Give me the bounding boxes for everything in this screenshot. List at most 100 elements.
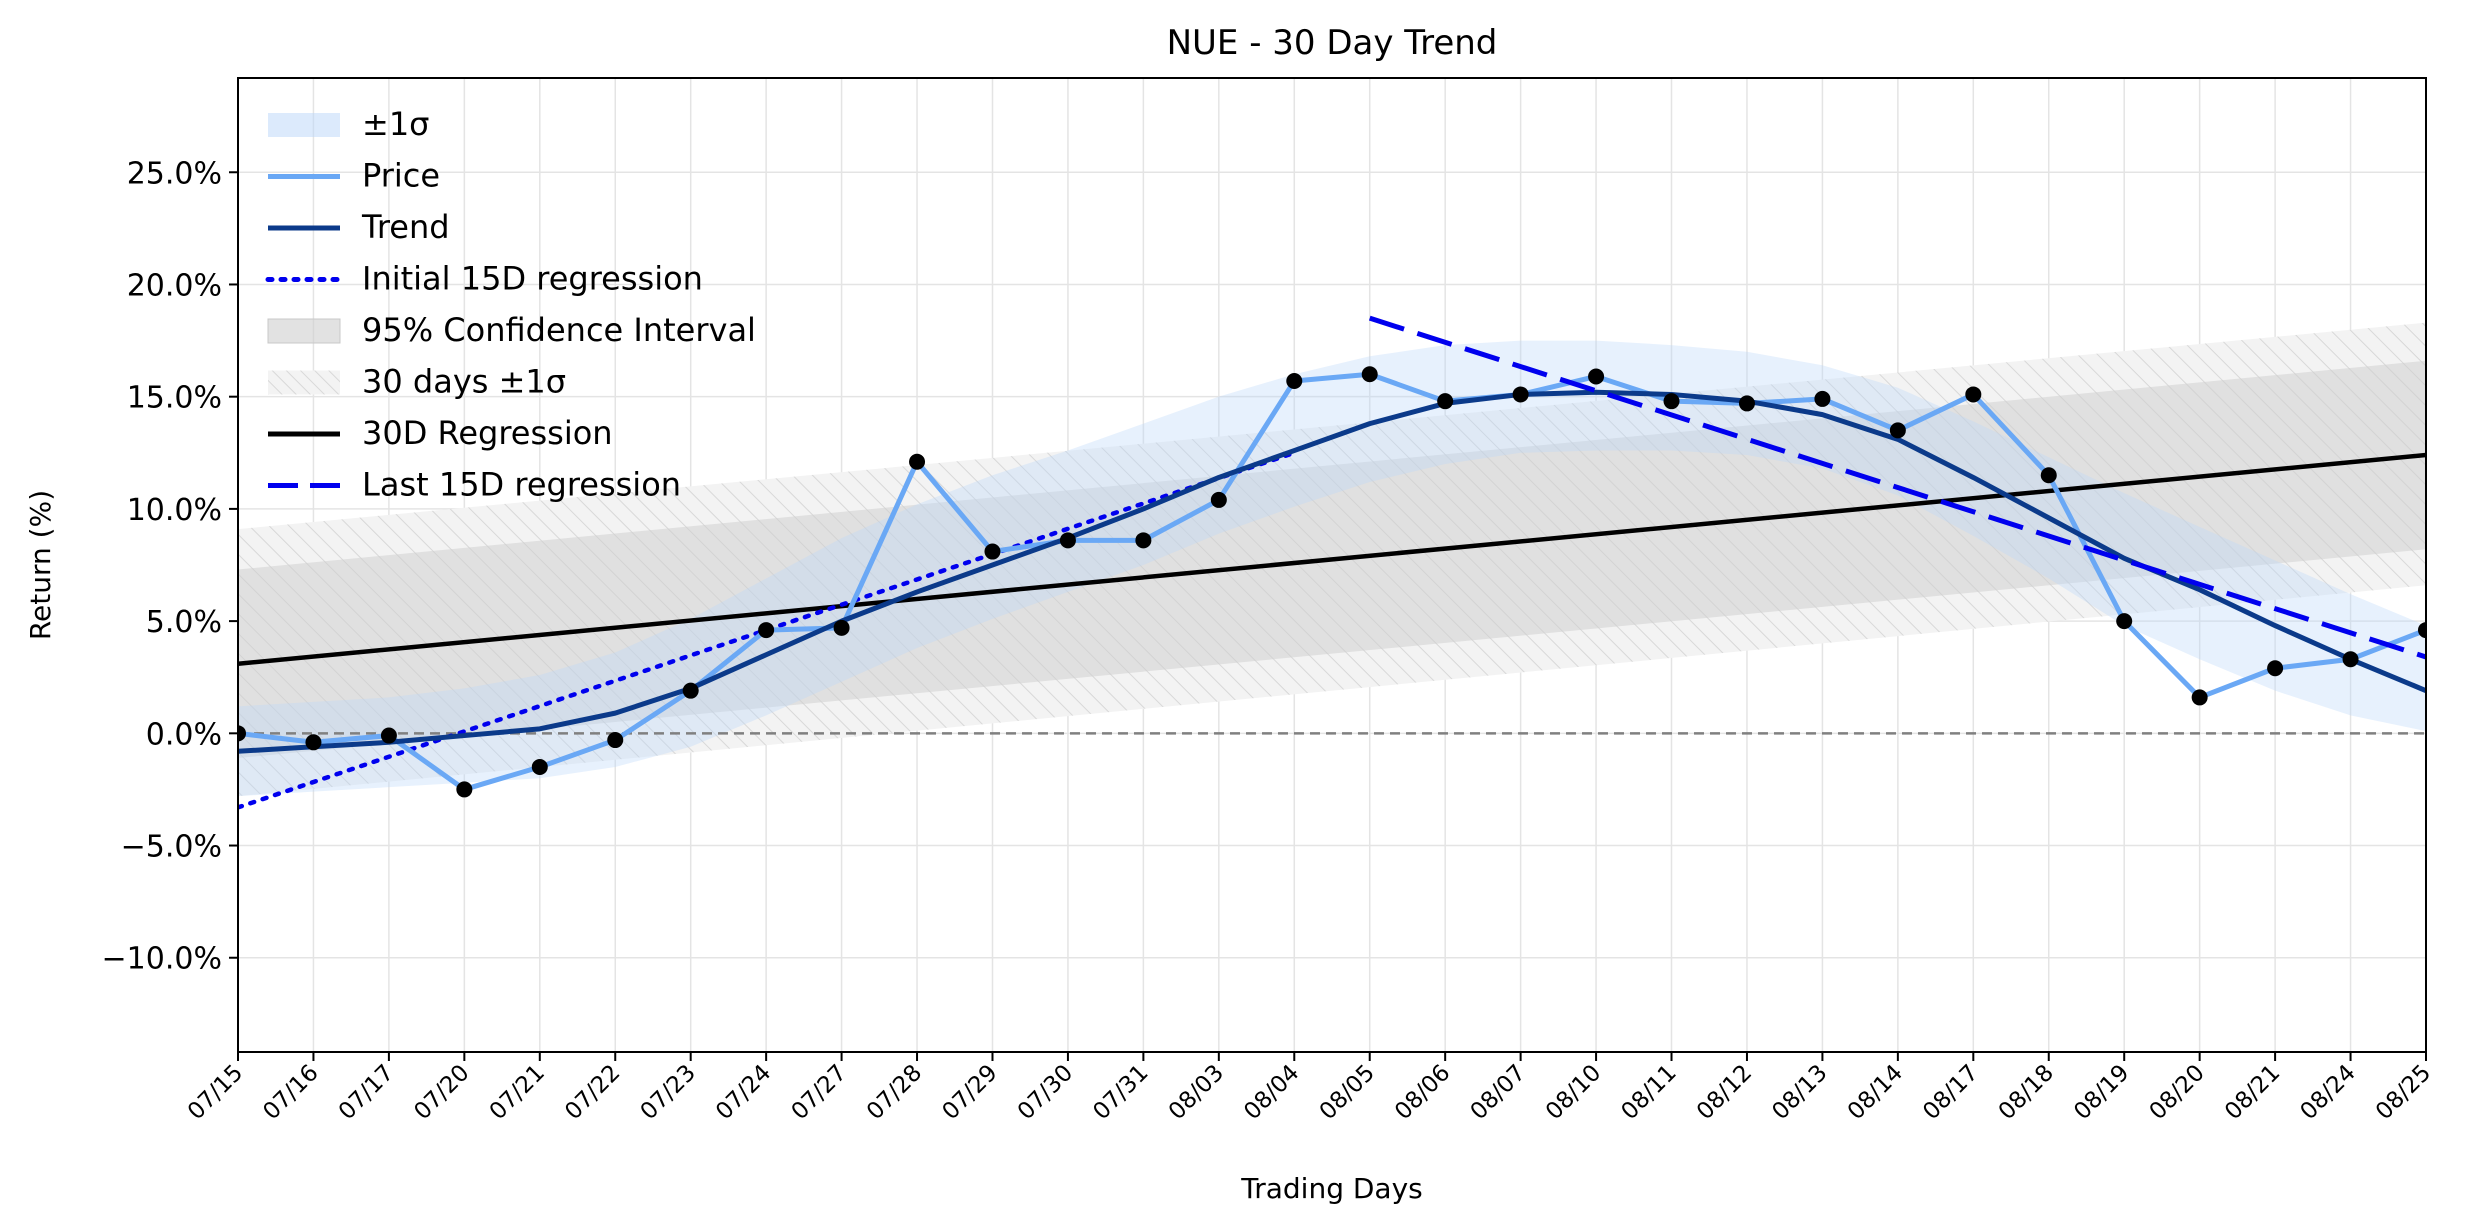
price-point bbox=[682, 682, 699, 699]
price-point bbox=[1059, 532, 1076, 549]
x-tick-label: 08/05 bbox=[1315, 1060, 1380, 1125]
x-tick-label: 08/06 bbox=[1390, 1060, 1455, 1125]
y-axis-label: Return (%) bbox=[24, 490, 57, 640]
legend-label: Last 15D regression bbox=[362, 466, 681, 504]
legend-label: Trend bbox=[361, 208, 450, 246]
price-point bbox=[238, 725, 246, 742]
price-point bbox=[1663, 393, 1680, 410]
legend-item: Initial 15D regression bbox=[265, 260, 703, 298]
legend-item: ±1σ bbox=[268, 105, 429, 143]
y-tick-label: 25.0% bbox=[127, 156, 222, 191]
legend-swatch bbox=[267, 318, 341, 344]
price-line bbox=[238, 371, 2426, 792]
price-point bbox=[2342, 651, 2359, 668]
price-point bbox=[607, 732, 624, 749]
price-points bbox=[238, 366, 2426, 798]
trend-line bbox=[238, 389, 2426, 754]
price-point bbox=[2418, 622, 2426, 639]
x-tick-label: 08/03 bbox=[1164, 1060, 1229, 1125]
price-point bbox=[833, 619, 850, 636]
x-tick-label: 08/10 bbox=[1541, 1060, 1606, 1125]
price-point bbox=[380, 727, 397, 744]
x-tick-label: 07/22 bbox=[560, 1060, 625, 1125]
price-point bbox=[1437, 393, 1454, 410]
band-sigma bbox=[238, 340, 2426, 797]
x-tick-label: 08/18 bbox=[1994, 1060, 2059, 1125]
x-axis-label: Trading Days bbox=[1240, 1172, 1423, 1205]
regression-30d-line bbox=[238, 452, 2426, 666]
x-tick-label: 08/20 bbox=[2145, 1060, 2210, 1125]
series-lines bbox=[238, 315, 2426, 810]
y-tick-label: 15.0% bbox=[127, 381, 222, 416]
price-point bbox=[1814, 390, 1831, 407]
y-tick-label: 5.0% bbox=[146, 605, 222, 640]
x-tick-label: 08/07 bbox=[1466, 1060, 1531, 1125]
legend-label: 30D Regression bbox=[362, 414, 613, 452]
x-tick-label: 07/16 bbox=[258, 1060, 323, 1125]
x-tick-label: 07/15 bbox=[183, 1060, 248, 1125]
y-tick-label: 10.0% bbox=[127, 493, 222, 528]
x-tick-label: 08/17 bbox=[1918, 1060, 1983, 1125]
legend-label: Price bbox=[362, 157, 440, 195]
x-tick-label: 07/28 bbox=[862, 1060, 927, 1125]
x-axis-ticks: 07/15 07/16 07/17 07/20 07/21 07/22 07/23 07/24… bbox=[183, 1052, 2436, 1125]
price-point bbox=[1210, 491, 1227, 508]
x-tick-label: 08/12 bbox=[1692, 1060, 1757, 1125]
legend-item: Last 15D regression bbox=[268, 466, 681, 504]
x-tick-label: 08/24 bbox=[2296, 1060, 2361, 1125]
x-tick-label: 08/21 bbox=[2220, 1060, 2285, 1125]
price-point bbox=[1361, 366, 1378, 383]
price-point bbox=[2267, 660, 2284, 677]
price-point bbox=[1588, 368, 1605, 385]
x-tick-label: 07/30 bbox=[1013, 1060, 1078, 1125]
price-point bbox=[1965, 386, 1982, 403]
x-tick-label: 07/23 bbox=[636, 1060, 701, 1125]
y-tick-label: −10.0% bbox=[102, 942, 222, 977]
price-point bbox=[1738, 395, 1755, 412]
price-point bbox=[305, 734, 322, 751]
x-tick-label: 08/13 bbox=[1767, 1060, 1832, 1125]
legend-swatch bbox=[268, 370, 340, 395]
legend-label: 95% Confidence Interval bbox=[362, 311, 756, 349]
legend-item: 95% Confidence Interval bbox=[267, 311, 756, 349]
x-tick-label: 07/29 bbox=[937, 1060, 1002, 1125]
price-point bbox=[1135, 532, 1152, 549]
legend-label: Initial 15D regression bbox=[362, 260, 703, 298]
y-tick-label: 20.0% bbox=[127, 268, 222, 303]
x-tick-label: 08/25 bbox=[2371, 1060, 2436, 1125]
x-tick-label: 08/11 bbox=[1616, 1060, 1681, 1125]
legend-label: ±1σ bbox=[362, 105, 429, 143]
y-tick-label: −5.0% bbox=[121, 830, 222, 865]
price-point bbox=[909, 453, 926, 470]
y-axis-ticks: −10.0% −5.0% 0.0% 5.0% 10.0% 15.0% 20.0% 25.0% bbox=[102, 156, 238, 977]
price-point bbox=[2040, 467, 2057, 484]
x-tick-label: 07/17 bbox=[334, 1060, 399, 1125]
legend-item: 30D Regression bbox=[268, 414, 613, 452]
legend-label: 30 days ±1σ bbox=[362, 363, 566, 401]
x-tick-label: 08/19 bbox=[2069, 1060, 2134, 1125]
legend-item: 30 days ±1σ bbox=[268, 363, 566, 401]
price-point bbox=[456, 781, 473, 798]
chart-title: NUE - 30 Day Trend bbox=[1167, 23, 1498, 63]
legend: ±1σ Price Trend Initial 15D regression 95% C… bbox=[265, 105, 756, 504]
price-point bbox=[2191, 689, 2208, 706]
x-tick-label: 07/24 bbox=[711, 1060, 776, 1125]
price-point bbox=[1286, 372, 1303, 389]
regression-last-15d-line bbox=[1368, 315, 2426, 660]
price-point bbox=[2116, 613, 2133, 630]
price-point bbox=[984, 543, 1001, 560]
plot-area-frame bbox=[237, 77, 2427, 1053]
legend-item: Price bbox=[268, 157, 440, 195]
x-tick-label: 07/31 bbox=[1088, 1060, 1153, 1125]
price-point bbox=[1889, 422, 1906, 439]
x-tick-label: 07/21 bbox=[485, 1060, 550, 1125]
x-tick-label: 07/20 bbox=[409, 1060, 474, 1125]
price-point bbox=[1512, 386, 1529, 403]
legend-swatch bbox=[268, 113, 340, 137]
price-point bbox=[531, 758, 548, 775]
y-tick-label: 0.0% bbox=[146, 717, 222, 752]
price-point bbox=[758, 622, 775, 639]
x-tick-label: 07/27 bbox=[787, 1060, 852, 1125]
x-tick-label: 08/14 bbox=[1843, 1060, 1908, 1125]
